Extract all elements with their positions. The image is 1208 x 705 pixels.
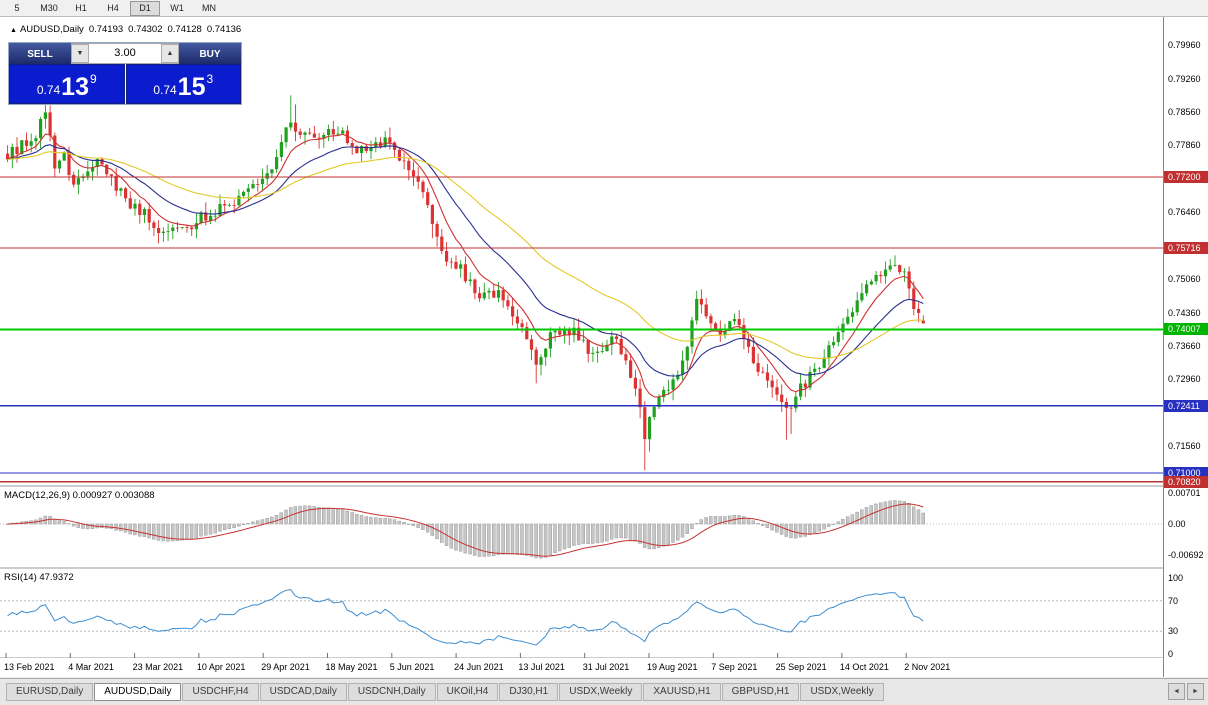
date-label: 13 Jul 2021 [518,662,565,672]
one-click-trading-panel: SELL ▼ 3.00 ▲ BUY 0.74 13 9 0.74 15 3 [8,42,242,105]
chart-tab-dj30-h1[interactable]: DJ30,H1 [499,683,559,701]
price-tick: 0.71560 [1168,441,1201,452]
buy-price-prefix: 0.74 [153,83,177,97]
volume-input[interactable]: 3.00 [89,44,161,63]
price-axis[interactable]: 0.79960 0.79260 0.78560 0.77860 0.76460 0.750… [1163,17,1208,677]
price-line-label: 0.70820 [1164,475,1208,488]
close-value: 0.74136 [206,24,242,35]
volume-decrease-button[interactable]: ▼ [71,44,89,63]
tabs-scroll-right-button[interactable]: ► [1187,683,1204,700]
high-value: 0.74302 [128,24,163,35]
buy-price-point: 3 [206,72,214,86]
volume-control: ▼ 3.00 ▲ [71,43,179,64]
date-label: 2 Nov 2021 [904,662,951,672]
price-tick: 0.72960 [1168,374,1201,385]
price-chart-canvas[interactable] [0,17,1163,658]
rsi-axis-label: 30 [1168,626,1179,637]
timeframe-button-5[interactable]: 5 [14,2,20,13]
sell-price-point: 9 [89,72,97,86]
date-label: 5 Jun 2021 [389,662,435,672]
price-tick: 0.79260 [1168,73,1201,84]
chart-tab-usdcnh-daily[interactable]: USDCNH,Daily [347,683,436,701]
price-tick: 0.77860 [1168,140,1201,151]
timeframe-button-mn[interactable]: MN [202,2,216,13]
chart-tab-ukoil-h4[interactable]: UKOil,H4 [436,683,499,701]
date-label: 4 Mar 2021 [68,662,114,672]
chart-tab-gbpusd-h1[interactable]: GBPUSD,H1 [721,683,800,701]
chart-tab-usdx-weekly[interactable]: USDX,Weekly [800,683,884,701]
date-label: 24 Jun 2021 [454,662,504,672]
date-label: 19 Aug 2021 [647,662,698,672]
timeframe-button-h1[interactable]: H1 [75,2,87,13]
date-axis[interactable]: 13 Feb 2021 4 Mar 2021 23 Mar 2021 10 Apr 2… [0,658,1163,677]
date-label: 10 Apr 2021 [196,662,246,672]
timeframe-toolbar: 5 M30 H1 H4 D1 W1 MN [0,0,1208,17]
rsi-axis-label: 0 [1168,649,1174,659]
date-label: 14 Oct 2021 [839,662,889,672]
chart-tab-eurusd-daily[interactable]: EURUSD,Daily [6,683,94,701]
price-tick: 0.74360 [1168,307,1201,318]
chart-area[interactable]: ▲ AUDUSD,Daily 0.74193 0.74302 0.74128 0.7413… [0,17,1163,658]
symbol-period-label: AUDUSD,Daily [19,24,84,35]
date-label: 31 Jul 2021 [582,662,630,672]
chart-tab-audusd-daily[interactable]: AUDUSD,Daily [94,683,182,701]
open-value: 0.74193 [88,24,124,35]
price-line-label: 0.74007 [1164,323,1208,336]
chart-tabs-bar: EURUSD,Daily AUDUSD,Daily USDCHF,H4 USDCAD,… [0,678,1208,705]
chart-tab-usdcad-daily[interactable]: USDCAD,Daily [259,683,347,701]
buy-price-button[interactable]: 0.74 15 3 [125,64,241,104]
timeframe-button-w1[interactable]: W1 [170,2,184,13]
timeframe-button-m30[interactable]: M30 [40,2,58,13]
price-tick: 0.79960 [1168,40,1201,51]
price-tick: 0.76460 [1168,207,1201,218]
date-label: 7 Sep 2021 [711,662,758,672]
sell-price-button[interactable]: 0.74 13 9 [9,64,125,104]
chart-tab-xauusd-h1[interactable]: XAUUSD,H1 [643,683,721,701]
timeframe-buttons: 5 M30 H1 H4 D1 W1 MN [2,0,226,16]
chart-tab-usdx-weekly[interactable]: USDX,Weekly [559,683,643,701]
price-tick: 0.78560 [1168,107,1201,118]
macd-axis-label: 0.00701 [1168,488,1201,499]
macd-indicator-label: MACD(12,26,9) 0.000927 0.003088 [4,490,155,501]
date-label: 23 Mar 2021 [132,662,184,672]
buy-price-pips: 15 [177,73,206,101]
price-line-label: 0.77200 [1164,170,1208,183]
sell-button[interactable]: SELL [9,43,71,64]
macd-axis-label: -0.00692 [1168,549,1204,560]
tabs-scroll-controls: ◄ ► [1168,683,1204,700]
one-click-collapse-icon[interactable]: ▲ [10,27,17,34]
chart-ohlc-info: ▲ AUDUSD,Daily 0.74193 0.74302 0.74128 0.7413… [10,24,246,35]
date-label: 25 Sep 2021 [775,662,827,672]
price-tick: 0.73660 [1168,341,1201,352]
date-label: 13 Feb 2021 [4,662,55,672]
chart-tab-usdchf-h4[interactable]: USDCHF,H4 [182,683,259,701]
price-line-label: 0.75716 [1164,241,1208,254]
price-tick: 0.75060 [1168,274,1201,285]
date-label: 18 May 2021 [325,662,378,672]
rsi-indicator-label: RSI(14) 47.9372 [4,572,74,583]
tabs-scroll-left-button[interactable]: ◄ [1168,683,1185,700]
low-value: 0.74128 [167,24,202,35]
volume-increase-button[interactable]: ▲ [161,44,179,63]
price-line-label: 0.72411 [1164,399,1208,412]
rsi-axis-label: 70 [1168,595,1179,606]
macd-axis-label: 0.00 [1168,519,1186,529]
buy-button[interactable]: BUY [179,43,241,64]
timeframe-button-h4[interactable]: H4 [107,2,119,13]
date-label: 29 Apr 2021 [261,662,310,672]
rsi-axis-label: 100 [1168,573,1184,583]
sell-price-pips: 13 [61,73,89,101]
timeframe-button-d1[interactable]: D1 [130,0,160,16]
sell-price-prefix: 0.74 [36,83,61,97]
